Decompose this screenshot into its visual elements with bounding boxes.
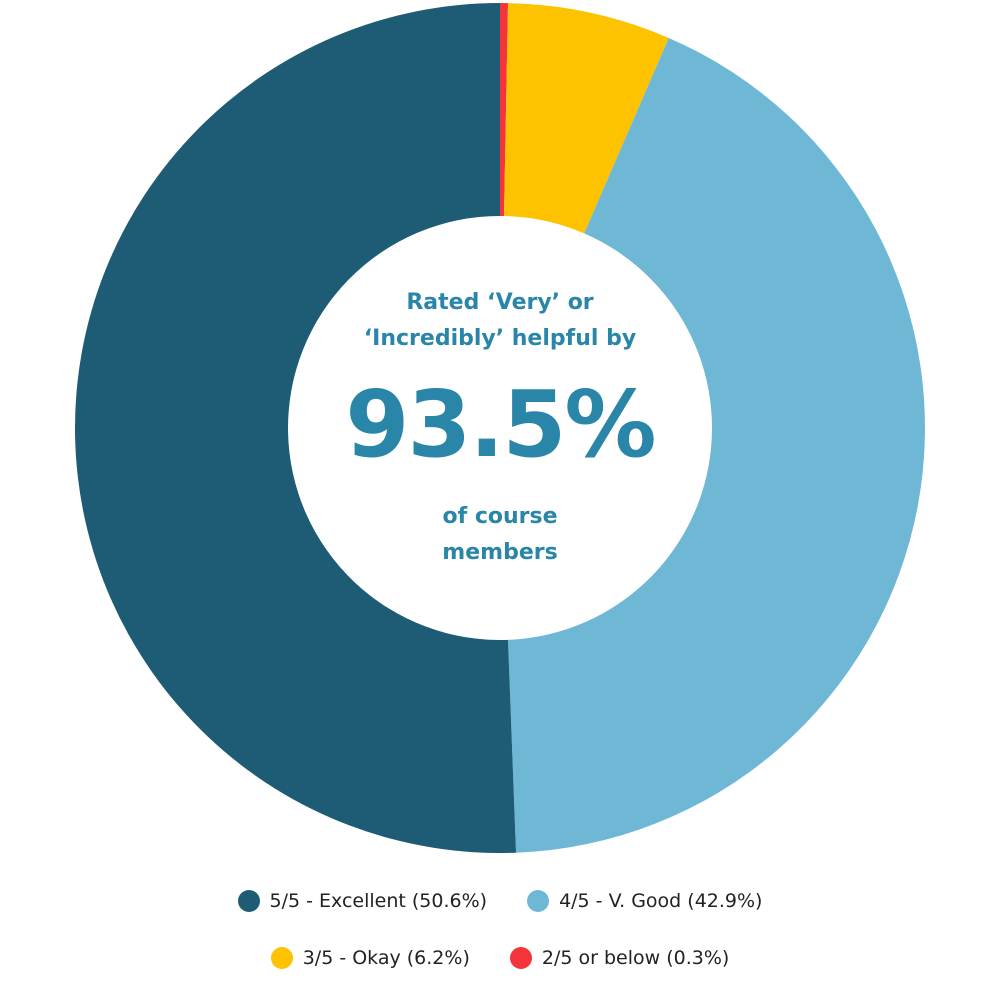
legend-row-1: 5/5 - Excellent (50.6%) 4/5 - V. Good (4… <box>0 890 1000 912</box>
legend-dot-icon <box>237 890 260 912</box>
center-line-1: Rated ‘Very’ or <box>406 290 594 315</box>
legend-dot-icon <box>527 890 550 912</box>
legend-dot-icon <box>270 947 293 969</box>
legend-item-okay: 3/5 - Okay (6.2%) <box>270 947 470 969</box>
donut-slice-1 <box>503 3 669 234</box>
legend-dot-icon <box>509 947 532 969</box>
legend-item-v-good: 4/5 - V. Good (42.9%) <box>527 890 762 912</box>
legend-item-excellent: 5/5 - Excellent (50.6%) <box>237 890 488 912</box>
center-line-3: of course <box>442 504 558 529</box>
center-label: Rated ‘Very’ or ‘Incredibly’ helpful by … <box>288 216 712 640</box>
center-line-4: members <box>442 540 558 565</box>
legend-label: 3/5 - Okay (6.2%) <box>302 947 470 969</box>
donut-chart <box>74 3 925 854</box>
donut-slice-3 <box>74 3 517 854</box>
donut-slice-0 <box>500 3 509 217</box>
center-value: 93.5% <box>345 371 656 478</box>
center-line-2: ‘Incredibly’ helpful by <box>363 326 637 351</box>
legend-item-below: 2/5 or below (0.3%) <box>509 947 730 969</box>
legend-label: 4/5 - V. Good (42.9%) <box>559 890 763 912</box>
legend-row-2: 3/5 - Okay (6.2%) 2/5 or below (0.3%) <box>0 947 1000 969</box>
donut-slice-2 <box>507 37 925 853</box>
legend-label: 2/5 or below (0.3%) <box>541 947 730 969</box>
legend-label: 5/5 - Excellent (50.6%) <box>269 890 488 912</box>
